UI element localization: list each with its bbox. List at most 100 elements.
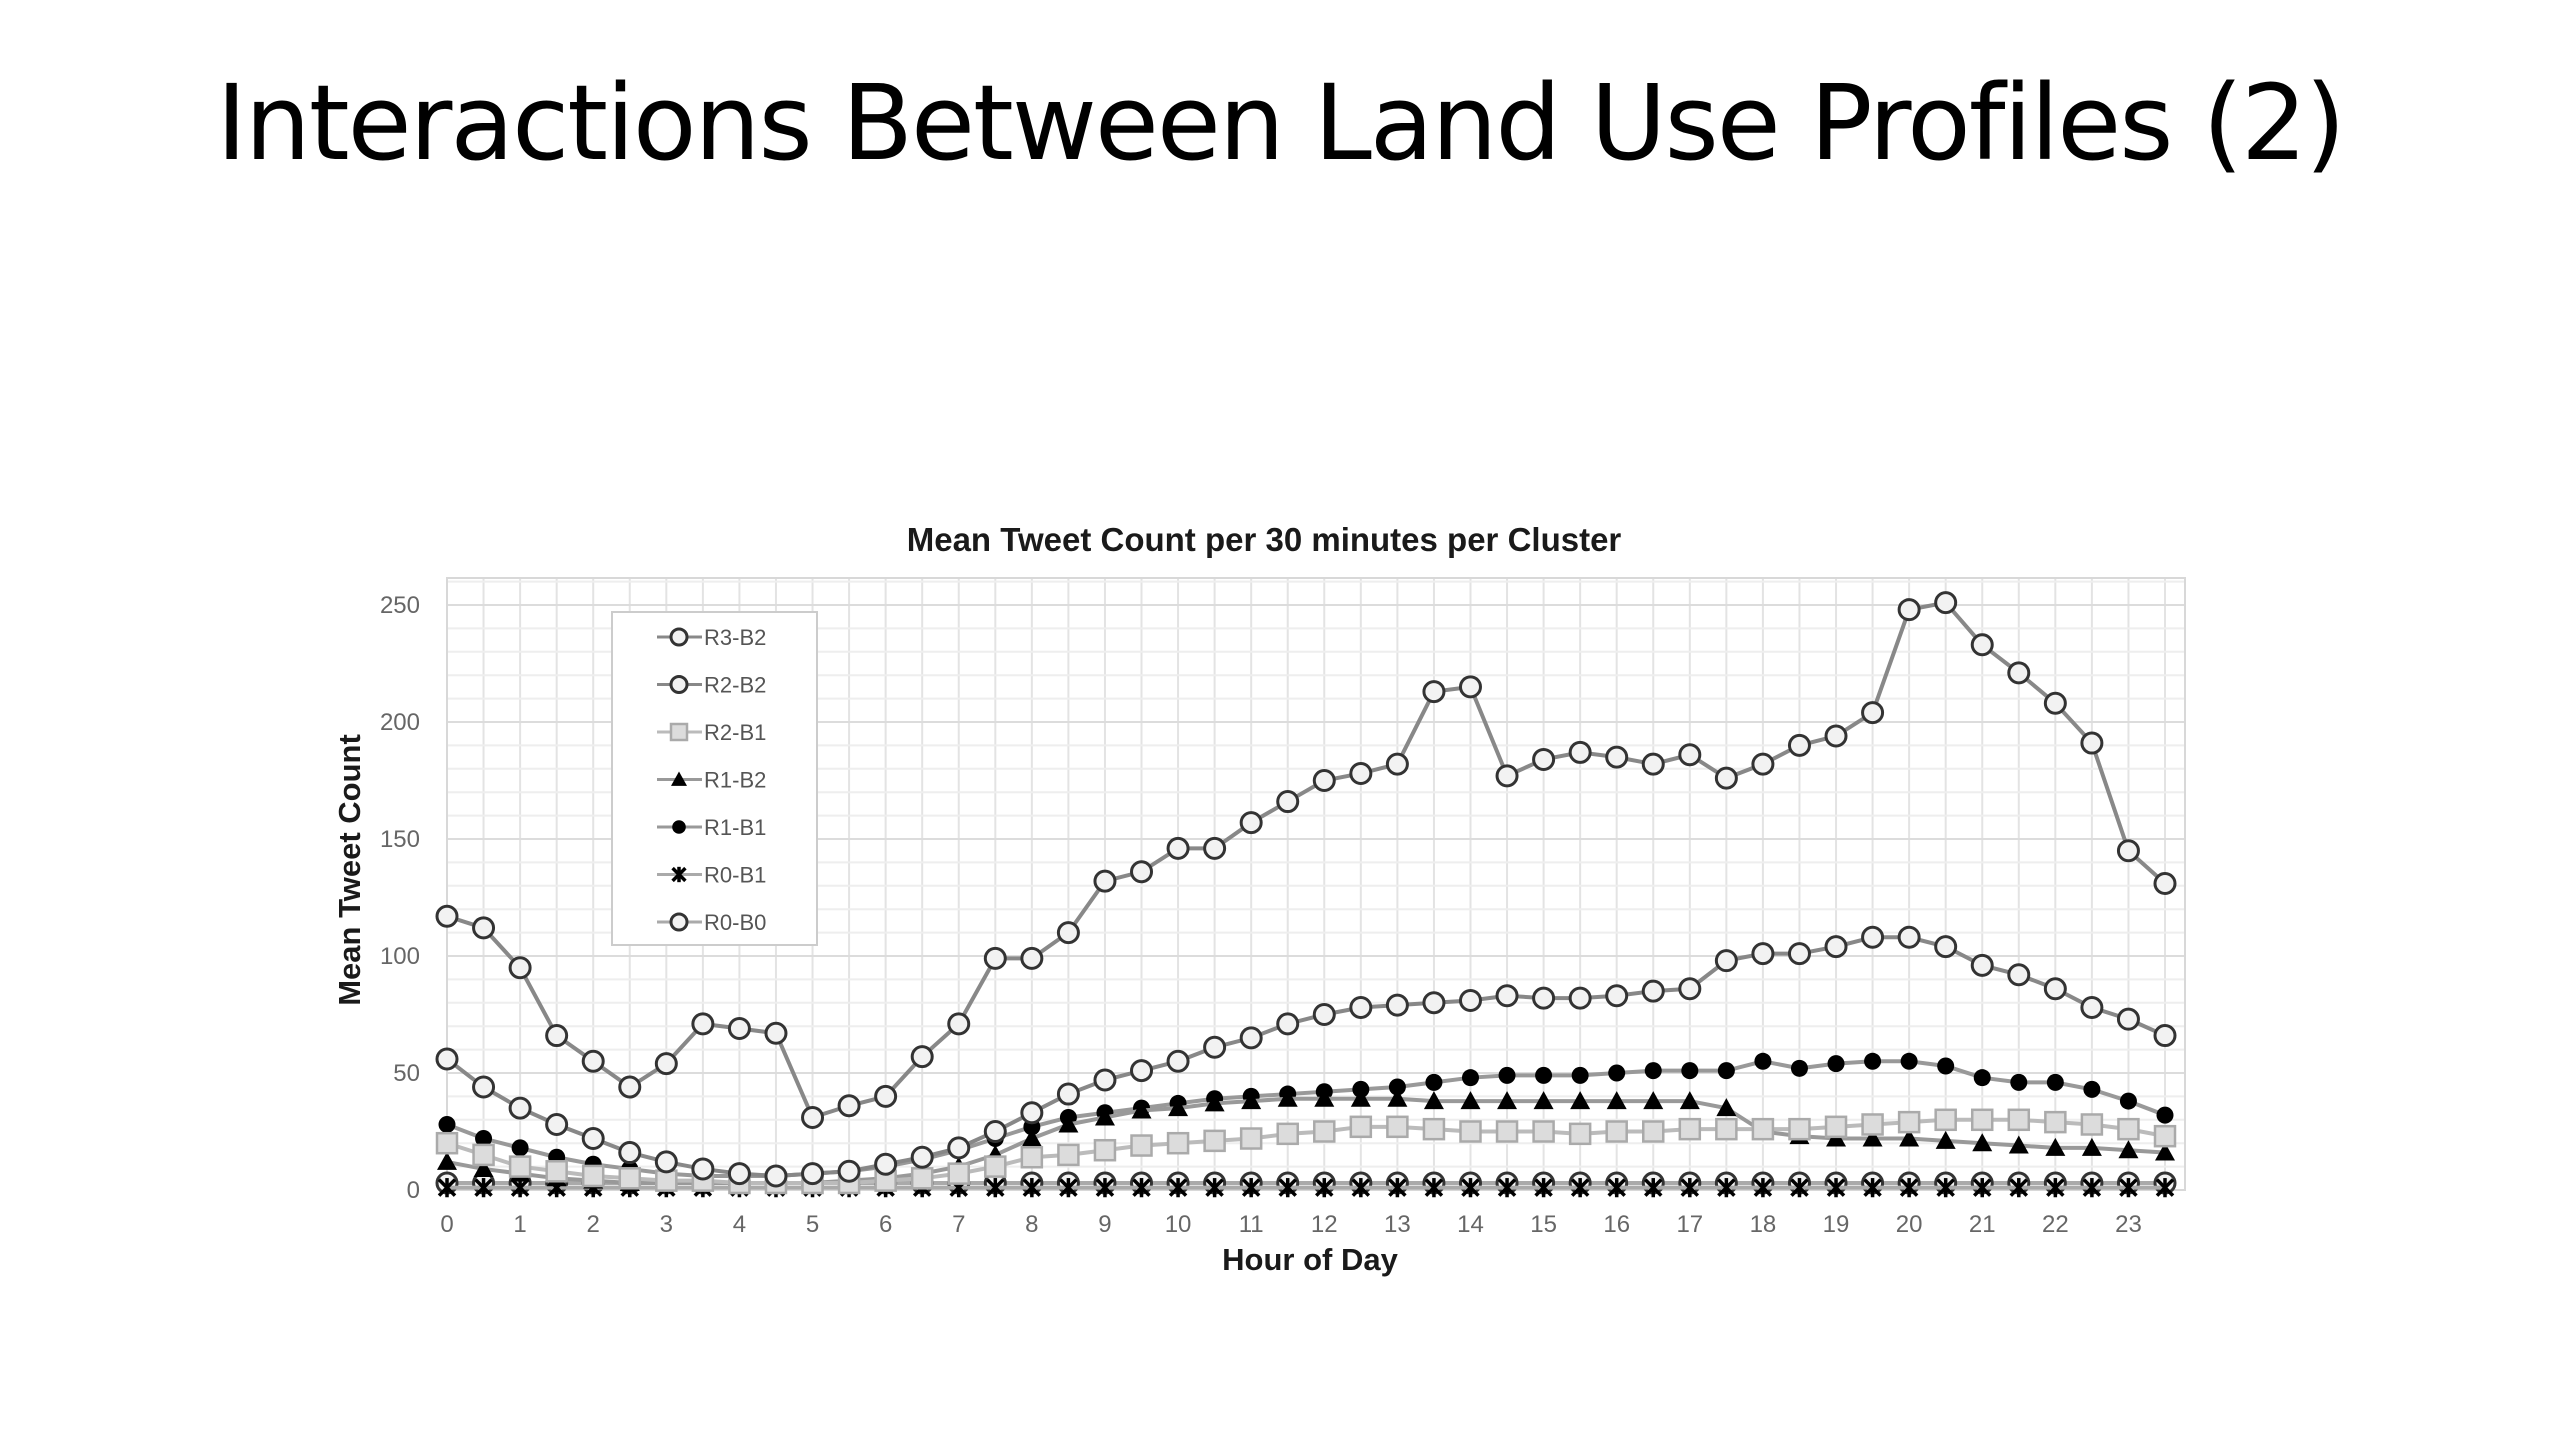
data-point (1605, 984, 1629, 1008)
data-point (1276, 790, 1300, 814)
data-point (2116, 839, 2140, 863)
y-tick-label: 250 (380, 592, 420, 619)
legend-item-r1-b1: R1-B1 (657, 815, 766, 840)
y-tick-label: 0 (407, 1177, 420, 1204)
data-point (874, 1152, 898, 1176)
data-point (2153, 1024, 2177, 1048)
y-tick-label: 100 (380, 943, 420, 970)
data-point (1681, 1062, 1699, 1080)
data-point (1642, 1120, 1665, 1143)
data-point (1570, 1178, 1590, 1198)
data-point (2155, 1142, 2175, 1161)
legend-label: R3-B2 (704, 625, 766, 650)
data-point (1312, 769, 1336, 792)
data-point (438, 1115, 456, 1133)
data-point (1751, 942, 1775, 966)
x-tick-label: 0 (440, 1211, 453, 1238)
legend-item-r3-b2: R3-B2 (657, 625, 766, 650)
data-point (1166, 836, 1190, 860)
data-point (472, 1143, 495, 1167)
x-axis-label: Hour of Day (1222, 1242, 1398, 1277)
data-point (2083, 1080, 2101, 1098)
data-point (654, 1150, 678, 1174)
data-point (1824, 1115, 1848, 1139)
data-point (474, 1178, 493, 1198)
data-point (1495, 984, 1519, 1008)
data-point (1204, 1093, 1225, 1112)
data-point (1057, 1143, 1080, 1167)
data-point (1385, 752, 1409, 776)
data-point (1020, 946, 1044, 970)
data-point (1315, 1178, 1334, 1198)
data-point (1568, 1122, 1592, 1146)
data-point (1899, 1178, 1919, 1198)
data-point (1717, 1062, 1735, 1080)
data-point (1571, 1066, 1589, 1084)
data-point (1422, 680, 1446, 704)
data-point (1241, 1178, 1261, 1198)
data-point (1568, 986, 1592, 1010)
data-point (1607, 1178, 1626, 1198)
data-point (1278, 1178, 1297, 1198)
data-point (764, 1164, 788, 1188)
data-point (669, 675, 689, 694)
data-point (1276, 1122, 1299, 1146)
x-tick-label: 3 (660, 1211, 673, 1238)
data-point (1754, 1052, 1772, 1070)
data-point (1385, 993, 1409, 1017)
data-point (1934, 591, 1958, 615)
y-tick-label: 200 (380, 709, 420, 736)
data-point (1900, 1052, 1918, 1070)
data-point (2153, 1124, 2177, 1148)
data-point (1203, 1129, 1226, 1153)
data-point (1644, 1178, 1663, 1198)
data-point (1422, 1117, 1446, 1141)
series-r2-b2 (435, 925, 2177, 1188)
data-point (508, 956, 532, 980)
x-tick-label: 17 (1676, 1211, 1703, 1238)
data-point (947, 1012, 971, 1036)
data-point (1350, 1088, 1371, 1107)
data-point (1679, 1091, 1700, 1110)
legend-item-r2-b1: R2-B1 (657, 720, 766, 745)
y-tick-label: 50 (393, 1060, 420, 1087)
data-point (1861, 925, 1885, 949)
data-point (1022, 1178, 1042, 1198)
x-tick-label: 18 (1750, 1211, 1777, 1238)
data-point (1020, 1145, 1044, 1169)
data-point (1641, 979, 1665, 1003)
data-point (581, 1164, 605, 1188)
data-point (1314, 1088, 1335, 1107)
data-point (1497, 1178, 1517, 1198)
data-point (1790, 1059, 1808, 1077)
data-point (1132, 1178, 1151, 1198)
data-point (2046, 1073, 2064, 1091)
data-point (2010, 1073, 2028, 1091)
data-point (2009, 1178, 2029, 1198)
data-point (545, 1112, 569, 1136)
data-point (508, 1155, 532, 1178)
data-point (1497, 1091, 1518, 1110)
data-point (472, 916, 496, 940)
x-tick-label: 21 (1969, 1211, 1996, 1238)
data-point (2007, 963, 2031, 987)
data-point (1535, 1066, 1553, 1084)
data-point (1644, 1062, 1662, 1080)
legend-item-r0-b1: R0-B1 (657, 863, 766, 888)
data-point (1424, 1178, 1444, 1198)
data-point (691, 1157, 715, 1181)
data-point (1606, 1091, 1627, 1110)
data-point (1680, 1178, 1700, 1198)
data-point (1935, 1130, 1956, 1149)
x-tick-label: 2 (587, 1211, 600, 1238)
data-point (1313, 1120, 1336, 1143)
data-point (2043, 977, 2067, 1001)
data-point (1534, 1178, 1553, 1198)
x-tick-label: 12 (1311, 1211, 1338, 1238)
legend-label: R2-B1 (704, 720, 766, 745)
data-point (1715, 1117, 1738, 1141)
data-point (2153, 871, 2177, 895)
x-tick-label: 8 (1025, 1211, 1038, 1238)
data-point (1056, 1082, 1080, 1106)
x-tick-label: 15 (1530, 1211, 1557, 1238)
